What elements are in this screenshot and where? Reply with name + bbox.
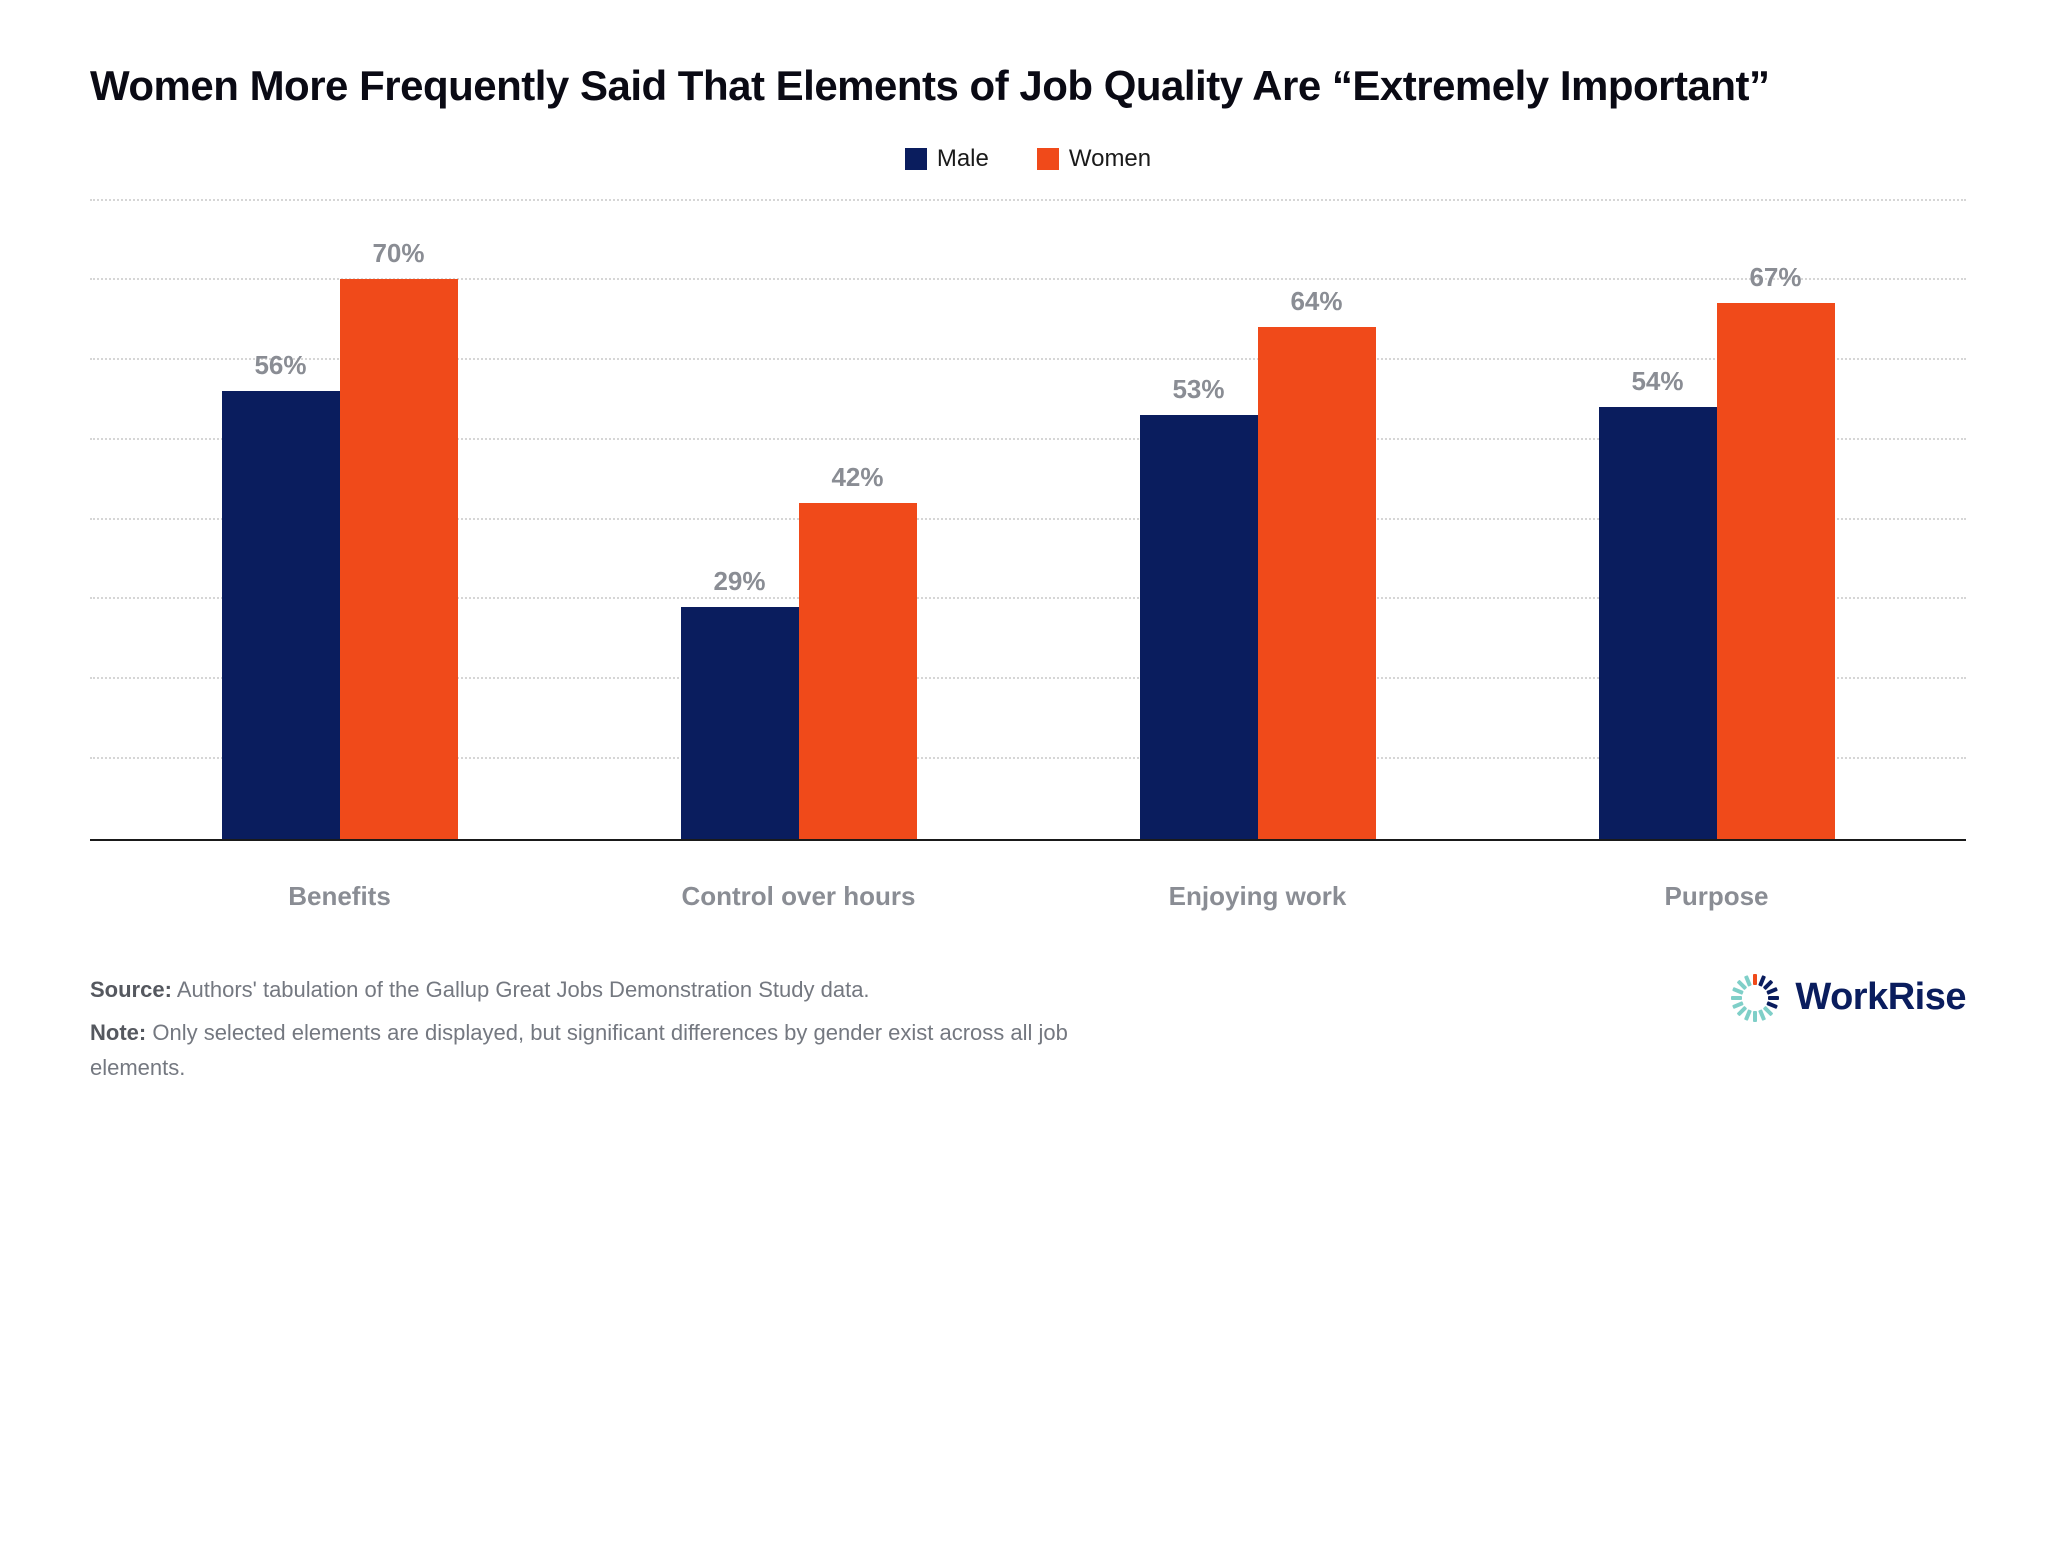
bar-value-label: 70% (372, 238, 424, 269)
note-label: Note: (90, 1020, 146, 1045)
bar (1258, 327, 1376, 839)
footer: Source: Authors' tabulation of the Gallu… (90, 972, 1966, 1094)
bar (799, 503, 917, 839)
bar-wrap: 54% (1599, 366, 1717, 839)
footer-notes: Source: Authors' tabulation of the Gallu… (90, 972, 1110, 1094)
chart: 56% 70% 29% 42% 53% 64% 54% 67% Benefits Control… (90, 201, 1966, 912)
bar-group: 29% 42% (681, 462, 917, 839)
bar-wrap: 29% (681, 566, 799, 839)
x-axis-label: Control over hours (669, 881, 929, 912)
x-axis-label: Benefits (210, 881, 470, 912)
bar-value-label: 29% (713, 566, 765, 597)
legend: Male Women (90, 145, 1966, 173)
source-text: Authors' tabulation of the Gallup Great … (177, 977, 870, 1002)
bar-group: 53% 64% (1140, 286, 1376, 839)
bar-value-label: 54% (1631, 366, 1683, 397)
brand: WorkRise (1729, 972, 1966, 1024)
note-text: Only selected elements are displayed, bu… (90, 1020, 1068, 1080)
bar-group: 54% 67% (1599, 262, 1835, 839)
source-line: Source: Authors' tabulation of the Gallu… (90, 972, 1110, 1007)
x-axis-label: Purpose (1587, 881, 1847, 912)
bar-value-label: 53% (1172, 374, 1224, 405)
bar-wrap: 42% (799, 462, 917, 839)
bar (222, 391, 340, 839)
bar-wrap: 53% (1140, 374, 1258, 839)
legend-item-male: Male (905, 145, 989, 173)
legend-label-women: Women (1069, 145, 1151, 173)
x-axis-label: Enjoying work (1128, 881, 1388, 912)
bar-value-label: 67% (1749, 262, 1801, 293)
legend-swatch-women (1037, 148, 1059, 170)
source-label: Source: (90, 977, 172, 1002)
bar-groups: 56% 70% 29% 42% 53% 64% 54% 67% (90, 201, 1966, 839)
plot-area: 56% 70% 29% 42% 53% 64% 54% 67% (90, 201, 1966, 841)
legend-swatch-male (905, 148, 927, 170)
bar-group: 56% 70% (222, 238, 458, 839)
bar-value-label: 56% (254, 350, 306, 381)
bar-value-label: 64% (1290, 286, 1342, 317)
brand-name: WorkRise (1795, 976, 1966, 1019)
legend-label-male: Male (937, 145, 989, 173)
legend-item-women: Women (1037, 145, 1151, 173)
bar (1717, 303, 1835, 839)
bar-wrap: 70% (340, 238, 458, 839)
bar (681, 607, 799, 839)
chart-title: Women More Frequently Said That Elements… (90, 60, 1966, 113)
bar-wrap: 67% (1717, 262, 1835, 839)
bar (1599, 407, 1717, 839)
bar-value-label: 42% (831, 462, 883, 493)
note-line: Note: Only selected elements are display… (90, 1015, 1110, 1085)
bar (1140, 415, 1258, 839)
bar-wrap: 56% (222, 350, 340, 839)
workrise-logo-icon (1729, 972, 1781, 1024)
x-axis: Benefits Control over hours Enjoying work P… (90, 881, 1966, 912)
bar-wrap: 64% (1258, 286, 1376, 839)
bar (340, 279, 458, 839)
